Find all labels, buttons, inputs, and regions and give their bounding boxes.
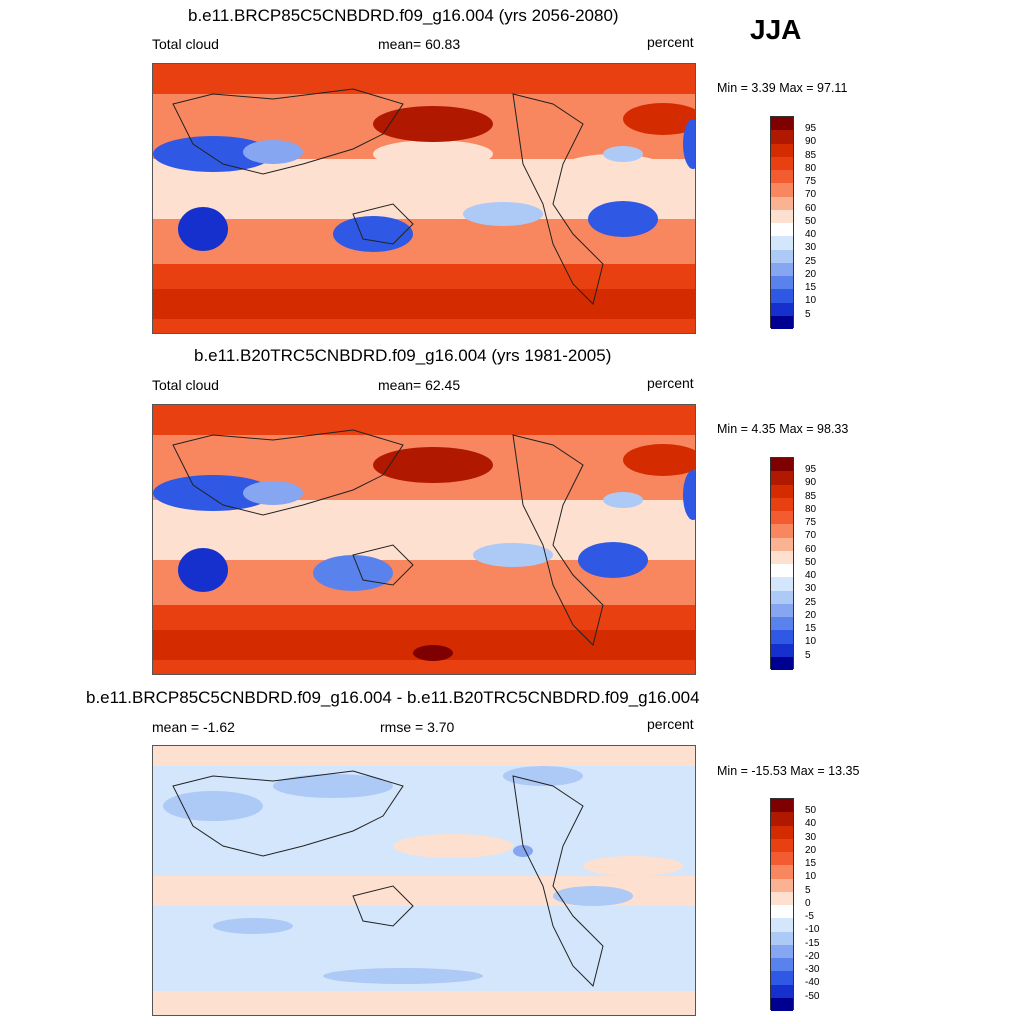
panel-2-colorbar-tick: 30 bbox=[805, 583, 817, 594]
panel-3-colorbar-tick: -20 bbox=[805, 951, 820, 962]
panel-1-colorbar-tick: 20 bbox=[805, 269, 817, 280]
panel-3-mean-label: mean = -1.62 bbox=[152, 719, 235, 735]
panel-1-colorbar-tick: 60 bbox=[805, 203, 817, 214]
panel-2-title: b.e11.B20TRC5CNBDRD.f09_g16.004 (yrs 198… bbox=[194, 346, 612, 365]
panel-3-colorbar-tick: 20 bbox=[805, 845, 817, 856]
panel-3-colorbar-tick: -5 bbox=[805, 911, 814, 922]
panel-2-colorbar bbox=[770, 457, 794, 670]
panel-3-colorbar-tick: 40 bbox=[805, 818, 817, 829]
panel-1-colorbar-tick: 50 bbox=[805, 216, 817, 227]
panel-1-units-label: percent bbox=[647, 34, 694, 50]
panel-1-colorbar-tick: 95 bbox=[805, 123, 817, 134]
panel-2-colorbar-tick: 5 bbox=[805, 650, 811, 661]
panel-1-variable-label: Total cloud bbox=[152, 36, 219, 52]
panel-3-min-max: Min = -15.53 Max = 13.35 bbox=[717, 764, 860, 778]
panel-3-rmse-label: rmse = 3.70 bbox=[380, 719, 455, 735]
panel-1-colorbar-tick: 80 bbox=[805, 163, 817, 174]
panel-2-map bbox=[152, 404, 696, 675]
panel-2-colorbar-tick: 95 bbox=[805, 464, 817, 475]
panel-3-colorbar-tick: 10 bbox=[805, 871, 817, 882]
panel-2-colorbar-tick: 75 bbox=[805, 517, 817, 528]
panel-1-colorbar-tick: 30 bbox=[805, 242, 817, 253]
panel-2-colorbar-tick: 20 bbox=[805, 610, 817, 621]
panel-1-colorbar-tick: 10 bbox=[805, 295, 817, 306]
panel-3-colorbar-tick: -40 bbox=[805, 977, 820, 988]
panel-1-colorbar-tick: 70 bbox=[805, 189, 817, 200]
panel-2-colorbar-tick: 15 bbox=[805, 623, 817, 634]
panel-2-colorbar-tick: 85 bbox=[805, 491, 817, 502]
season-label: JJA bbox=[750, 14, 802, 45]
panel-3-colorbar-tick: 15 bbox=[805, 858, 817, 869]
panel-3-colorbar-tick: -30 bbox=[805, 964, 820, 975]
panel-3-colorbar-tick: 0 bbox=[805, 898, 811, 909]
panel-2-colorbar-tick: 80 bbox=[805, 504, 817, 515]
panel-1-colorbar-tick: 85 bbox=[805, 150, 817, 161]
panel-2-variable-label: Total cloud bbox=[152, 377, 219, 393]
panel-1-mean-label: mean= 60.83 bbox=[378, 36, 461, 52]
panel-2-colorbar-tick: 70 bbox=[805, 530, 817, 541]
panel-2-colorbar-tick: 60 bbox=[805, 544, 817, 555]
panel-3-colorbar bbox=[770, 798, 794, 1011]
panel-3-colorbar-tick: 50 bbox=[805, 805, 817, 816]
panel-3-map bbox=[152, 745, 696, 1016]
panel-3-colorbar-tick: -10 bbox=[805, 924, 820, 935]
panel-2-colorbar-tick: 90 bbox=[805, 477, 817, 488]
panel-3-colorbar-tick: -15 bbox=[805, 938, 820, 949]
panel-2-colorbar-tick: 50 bbox=[805, 557, 817, 568]
panel-2-colorbar-tick: 40 bbox=[805, 570, 817, 581]
panel-1-colorbar bbox=[770, 116, 794, 329]
panel-3-colorbar-tick: 30 bbox=[805, 832, 817, 843]
panel-3-colorbar-tick: 5 bbox=[805, 885, 811, 896]
panel-1-colorbar-tick: 40 bbox=[805, 229, 817, 240]
panel-1-colorbar-tick: 90 bbox=[805, 136, 817, 147]
panel-2-min-max: Min = 4.35 Max = 98.33 bbox=[717, 422, 849, 436]
panel-1-map bbox=[152, 63, 696, 334]
panel-2-colorbar-tick: 25 bbox=[805, 597, 817, 608]
panel-3-title: b.e11.BRCP85C5CNBDRD.f09_g16.004 - b.e11… bbox=[86, 688, 700, 707]
panel-2-colorbar-tick: 10 bbox=[805, 636, 817, 647]
panel-3-colorbar-tick: -50 bbox=[805, 991, 820, 1002]
panel-2-units-label: percent bbox=[647, 375, 694, 391]
panel-1-colorbar-tick: 25 bbox=[805, 256, 817, 267]
panel-1-colorbar-tick: 75 bbox=[805, 176, 817, 187]
panel-1-min-max: Min = 3.39 Max = 97.11 bbox=[717, 81, 848, 95]
panel-1-colorbar-tick: 5 bbox=[805, 309, 811, 320]
panel-2-mean-label: mean= 62.45 bbox=[378, 377, 461, 393]
panel-1-colorbar-tick: 15 bbox=[805, 282, 817, 293]
panel-3-units-label: percent bbox=[647, 716, 694, 732]
panel-1-title: b.e11.BRCP85C5CNBDRD.f09_g16.004 (yrs 20… bbox=[188, 6, 619, 25]
